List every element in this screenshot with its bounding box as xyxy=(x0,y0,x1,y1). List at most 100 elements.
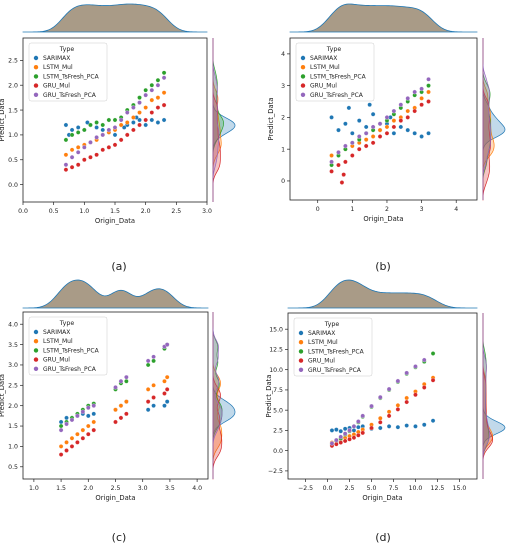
data-point-gru-mul xyxy=(370,140,376,146)
data-point-lstm-mul xyxy=(69,436,75,441)
data-point-sarimax xyxy=(370,111,376,117)
data-point-gru-tsfresh-pca xyxy=(80,409,86,415)
data-point-gru-tsfresh-pca xyxy=(88,140,93,145)
data-point-gru-tsfresh-pca xyxy=(398,102,404,107)
legend-marker xyxy=(33,74,39,79)
chart-panel-3: 1.0 1.5 2.0 2.5 3.0 3.5 4.0 0.5 1.0 1.5 2.0 2.5 3.0 3… xyxy=(0,279,236,544)
data-point-lstm-mul xyxy=(391,118,397,123)
x-tick-label: 2.5 xyxy=(111,485,121,492)
data-point-sarimax xyxy=(137,117,142,123)
data-point-gru-mul xyxy=(155,105,161,110)
data-point-gru-tsfresh-pca xyxy=(113,385,118,390)
data-point-sarimax xyxy=(419,134,424,139)
y-tick-label: 4 xyxy=(281,51,285,58)
data-point-gru-mul xyxy=(82,157,87,163)
data-point-gru-mul xyxy=(118,415,124,421)
legend-title: Type xyxy=(59,320,75,327)
data-point-lstm-tsfresh-pca xyxy=(58,423,64,429)
x-tick-label: 3.5 xyxy=(165,485,175,492)
data-point-gru-mul xyxy=(86,431,91,437)
legend-marker xyxy=(33,366,39,371)
data-point-gru-mul xyxy=(357,146,362,152)
data-point-gru-tsfresh-pca xyxy=(426,77,431,82)
data-point-gru-tsfresh-pca xyxy=(155,82,161,88)
plot-area xyxy=(22,311,209,480)
data-point-gru-mul xyxy=(164,387,170,392)
legend-entry: LSTM_Mul xyxy=(310,64,340,71)
legend-marker xyxy=(33,348,39,353)
data-point-gru-tsfresh-pca xyxy=(334,437,339,443)
y-tick-label: 1.0 xyxy=(8,444,18,451)
legend-entry: GRU_Mul xyxy=(43,357,70,364)
data-point-gru-mul xyxy=(161,102,167,108)
top-marginal-density xyxy=(22,279,209,309)
data-point-sarimax xyxy=(351,428,357,433)
data-point-gru-mul xyxy=(329,169,334,174)
data-point-gru-mul xyxy=(75,440,80,445)
data-point-sarimax xyxy=(363,124,369,130)
data-point-sarimax xyxy=(350,131,355,136)
data-point-sarimax xyxy=(343,121,348,127)
data-point-lstm-tsfresh-pca xyxy=(106,117,112,123)
data-point-gru-mul xyxy=(343,159,348,165)
x-axis-label: Origin_Data xyxy=(363,215,403,223)
data-point-gru-mul xyxy=(426,99,431,104)
data-point-gru-tsfresh-pca xyxy=(58,427,64,433)
data-point-lstm-mul xyxy=(329,153,334,158)
data-point-lstm-mul xyxy=(131,115,136,120)
data-point-gru-tsfresh-pca xyxy=(360,413,365,419)
data-point-gru-mul xyxy=(413,392,418,398)
legend-marker xyxy=(33,329,39,335)
data-point-gru-tsfresh-pca xyxy=(75,413,80,419)
x-tick-label: 1.5 xyxy=(56,485,66,492)
top-marginal-density xyxy=(287,279,478,309)
x-tick-label: −2.5 xyxy=(298,485,313,492)
data-point-sarimax xyxy=(63,122,69,128)
y-tick-label: 10.0 xyxy=(269,367,283,374)
data-point-sarimax xyxy=(100,127,105,133)
x-tick-label: 2 xyxy=(385,206,389,213)
data-point-sarimax xyxy=(121,125,127,130)
data-point-gru-mul xyxy=(100,147,105,153)
data-point-lstm-mul xyxy=(426,89,431,95)
data-point-gru-tsfresh-pca xyxy=(356,419,361,424)
data-point-gru-mul xyxy=(145,399,151,404)
data-point-lstm-tsfresh-pca xyxy=(151,358,156,364)
legend-marker xyxy=(33,357,39,362)
data-point-gru-tsfresh-pca xyxy=(343,143,348,149)
data-point-gru-tsfresh-pca xyxy=(395,378,401,384)
data-point-gru-mul xyxy=(341,172,346,177)
legend-entry: GRU_TsFresh_PCA xyxy=(43,366,97,373)
data-point-gru-tsfresh-pca xyxy=(100,132,105,138)
y-tick-label: 0.0 xyxy=(8,182,18,189)
legend-marker xyxy=(300,74,306,79)
data-point-gru-tsfresh-pca xyxy=(357,134,362,139)
data-point-sarimax xyxy=(398,124,404,130)
data-point-gru-tsfresh-pca xyxy=(124,374,129,380)
data-point-lstm-mul xyxy=(75,145,81,150)
legend-box xyxy=(28,42,108,102)
data-point-sarimax xyxy=(422,422,427,427)
data-point-lstm-mul xyxy=(80,427,86,433)
data-point-sarimax xyxy=(161,117,167,123)
legend-entry: GRU_Mul xyxy=(308,358,335,365)
data-point-gru-tsfresh-pca xyxy=(329,441,335,446)
data-point-lstm-tsfresh-pca xyxy=(145,362,151,368)
data-point-gru-tsfresh-pca xyxy=(106,127,112,133)
y-tick-label: 2.5 xyxy=(8,58,18,65)
data-point-gru-mul xyxy=(91,427,96,433)
y-tick-label: 0.0 xyxy=(273,448,283,455)
data-point-gru-mul xyxy=(342,438,348,444)
data-point-lstm-mul xyxy=(395,403,401,408)
x-tick-label: 0.0 xyxy=(323,485,333,492)
legend-entry: SARIMAX xyxy=(43,329,70,336)
data-point-sarimax xyxy=(85,120,90,125)
data-point-gru-tsfresh-pca xyxy=(145,358,151,364)
data-point-lstm-mul xyxy=(118,403,124,408)
data-point-lstm-mul xyxy=(58,444,64,449)
x-tick-label: 4 xyxy=(454,206,458,213)
y-tick-label: 1.0 xyxy=(8,132,18,139)
data-point-gru-tsfresh-pca xyxy=(412,89,417,95)
data-point-sarimax xyxy=(145,407,151,413)
legend-marker xyxy=(33,55,39,61)
